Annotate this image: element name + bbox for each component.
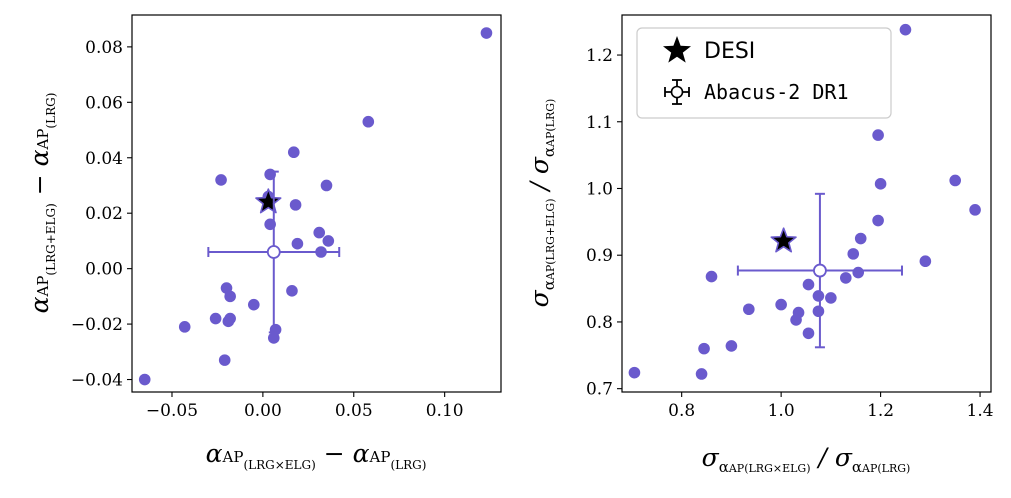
- y-tick-label: 1.1: [586, 113, 613, 133]
- data-point: [839, 272, 852, 284]
- data-point: [480, 27, 493, 39]
- right-mean-errorbar: [736, 192, 903, 349]
- data-point: [919, 255, 932, 268]
- data-point: [224, 290, 236, 303]
- right-ticks: 0.8 1.0 1.2 1.4 0.7 0.8 0.9 1.0 1.1 1.2: [586, 46, 994, 421]
- abacus-mean-marker: [813, 263, 827, 278]
- left-plot-frame: [131, 14, 502, 393]
- left-x-axis-label: αAP(LRG×ELG) − αAP(LRG): [206, 439, 427, 472]
- left-ticks: −0.05 0.00 0.05 0.10 −0.04 −0.02 0.00 0.02 0.04 0…: [71, 38, 464, 421]
- left-points: [138, 27, 493, 386]
- data-point: [313, 226, 326, 239]
- left-y-axis-label: αAP(LRG+ELG) − αAP(LRG): [25, 93, 58, 314]
- data-point: [852, 266, 865, 279]
- data-point: [218, 354, 231, 366]
- y-tick-label: 0.06: [85, 93, 123, 113]
- data-point: [247, 298, 260, 311]
- data-point: [969, 204, 981, 216]
- data-point: [178, 321, 191, 333]
- right-plot-frame: [621, 14, 992, 393]
- y-tick-label: 0.08: [85, 38, 123, 58]
- data-point: [899, 23, 912, 36]
- data-point: [825, 292, 837, 304]
- data-point: [854, 232, 867, 245]
- data-point: [695, 368, 708, 380]
- right-x-axis-label: σαAP(LRG×ELG) / σαAP(LRG): [702, 443, 911, 476]
- desi-star-marker: [255, 188, 282, 214]
- data-point: [698, 342, 710, 355]
- x-tick-label: 0.8: [668, 401, 695, 421]
- y-tick-label: −0.04: [71, 371, 123, 391]
- legend-abacus-label: Abacus-2 DR1: [704, 80, 849, 104]
- data-point: [322, 235, 335, 247]
- right-scatter-panel: 0.8 1.0 1.2 1.4 0.7 0.8 0.9 1.0 1.1 1.2 σαAP(LRG×…: [525, 14, 994, 476]
- legend-desi-label: DESI: [704, 39, 755, 64]
- data-point: [847, 248, 860, 260]
- data-point: [812, 290, 825, 302]
- x-tick-label: 0.10: [426, 401, 464, 421]
- data-point: [802, 278, 815, 291]
- x-tick-label: −0.05: [146, 401, 198, 421]
- data-point: [790, 314, 802, 326]
- legend-box: [636, 27, 892, 119]
- legend-star-icon: [663, 36, 691, 63]
- x-tick-label: 1.4: [967, 401, 994, 421]
- x-tick-label: 1.0: [768, 401, 795, 421]
- x-tick-label: 0.00: [244, 401, 282, 421]
- y-tick-label: 0.9: [586, 246, 613, 266]
- data-point: [725, 340, 738, 352]
- abacus-mean-marker: [266, 245, 281, 259]
- data-point: [138, 373, 151, 386]
- data-point: [874, 178, 887, 190]
- data-point: [320, 179, 333, 192]
- right-y-axis-label: σαAP(LRG+ELG) / σαAP(LRG): [525, 99, 558, 308]
- y-tick-label: 0.7: [586, 380, 613, 400]
- data-point: [291, 237, 304, 250]
- data-point: [287, 146, 300, 159]
- data-point: [222, 315, 235, 328]
- data-point: [812, 305, 825, 318]
- data-point: [949, 174, 961, 187]
- x-tick-label: 1.2: [867, 401, 894, 421]
- data-point: [705, 270, 718, 283]
- legend-errorbar-icon: [664, 79, 690, 105]
- y-tick-label: 0.00: [85, 260, 123, 280]
- data-point: [802, 327, 815, 340]
- y-tick-label: 0.8: [586, 313, 613, 333]
- y-tick-label: −0.02: [71, 315, 123, 335]
- y-tick-label: 1.0: [586, 179, 613, 199]
- right-points: [628, 23, 981, 380]
- y-tick-label: 1.2: [586, 46, 613, 66]
- data-point: [743, 303, 755, 316]
- data-point: [628, 366, 641, 379]
- data-point: [289, 199, 302, 211]
- x-tick-label: 0.05: [335, 401, 373, 421]
- data-point: [286, 285, 298, 297]
- data-point: [362, 115, 375, 128]
- data-point: [872, 214, 884, 227]
- data-point: [209, 312, 222, 325]
- data-point: [215, 174, 227, 186]
- legend: DESI Abacus-2 DR1: [636, 27, 892, 119]
- desi-star-marker: [770, 227, 797, 253]
- left-scatter-panel: −0.05 0.00 0.05 0.10 −0.04 −0.02 0.00 0.02 0.04 0…: [25, 14, 502, 472]
- data-point: [267, 332, 280, 344]
- y-tick-label: 0.02: [85, 204, 123, 224]
- data-point: [872, 129, 884, 141]
- left-mean-errorbar: [207, 170, 341, 334]
- y-tick-label: 0.04: [85, 149, 123, 169]
- data-point: [775, 298, 787, 311]
